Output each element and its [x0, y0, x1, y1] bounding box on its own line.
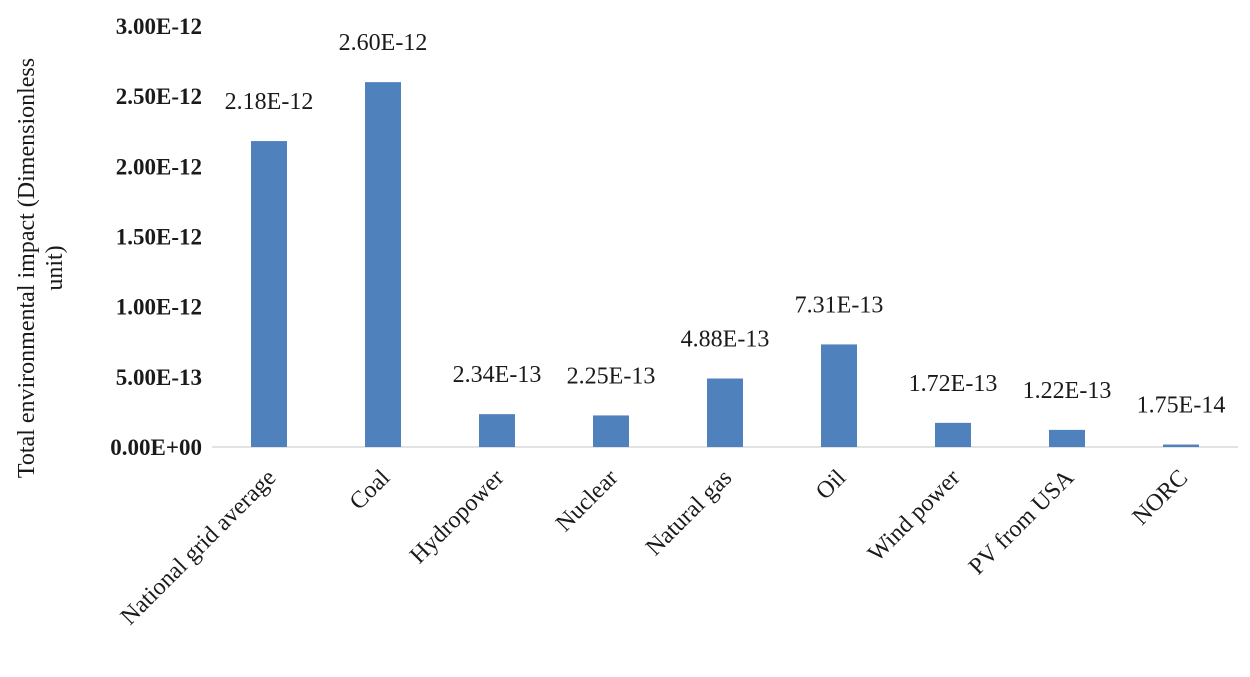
data-label: 1.72E-13: [909, 371, 998, 397]
bar: [251, 141, 287, 447]
x-tick-label: Oil: [811, 465, 851, 505]
bar: [821, 344, 857, 447]
x-tick-label: PV from USA: [964, 464, 1080, 580]
data-labels: 2.18E-12 2.60E-12 2.34E-13 2.25E-13 4.88E-13…: [225, 30, 1226, 418]
x-axis-ticks: National grid average Coal Hydropower Nucle…: [116, 464, 1193, 630]
data-label: 1.22E-13: [1023, 378, 1112, 404]
y-tick-label: 5.00E-13: [116, 365, 202, 390]
y-axis-label-line-2: unit): [42, 245, 68, 290]
y-tick-label: 2.00E-12: [116, 154, 202, 179]
x-tick-label: National grid average: [116, 465, 281, 630]
data-label: 7.31E-13: [795, 292, 884, 318]
y-tick-label: 1.00E-12: [116, 295, 202, 320]
bar: [935, 422, 971, 447]
data-label: 2.25E-13: [567, 363, 656, 389]
data-label: 2.18E-12: [225, 89, 314, 115]
y-tick-label: 2.50E-12: [116, 84, 202, 109]
bar: [707, 378, 743, 447]
data-label: 2.60E-12: [339, 30, 428, 56]
y-tick-label: 1.50E-12: [116, 225, 202, 250]
bar: [1049, 429, 1085, 447]
x-tick-label: Wind power: [863, 465, 965, 567]
x-tick-label: NORC: [1128, 465, 1194, 531]
bar: [479, 414, 515, 447]
y-axis-ticks: 0.00E+00 5.00E-13 1.00E-12 1.50E-12 2.00E-12…: [110, 14, 202, 460]
bar: [365, 82, 401, 447]
data-label: 4.88E-13: [681, 327, 770, 353]
y-tick-label: 3.00E-12: [116, 14, 202, 39]
x-tick-label: Nuclear: [551, 465, 623, 537]
data-label: 1.75E-14: [1137, 393, 1226, 419]
x-tick-label: Coal: [345, 465, 396, 516]
y-axis-label-line-1: Total environmental impact (Dimensionles…: [14, 58, 40, 478]
x-tick-label: Hydropower: [405, 465, 509, 569]
bar: [1163, 444, 1199, 447]
bar: [593, 415, 629, 447]
y-axis-label: Total environmental impact (Dimensionles…: [14, 58, 68, 478]
data-label: 2.34E-13: [453, 362, 542, 388]
bars: [251, 82, 1199, 447]
x-tick-label: Natural gas: [641, 465, 737, 561]
y-tick-label: 0.00E+00: [110, 435, 202, 460]
